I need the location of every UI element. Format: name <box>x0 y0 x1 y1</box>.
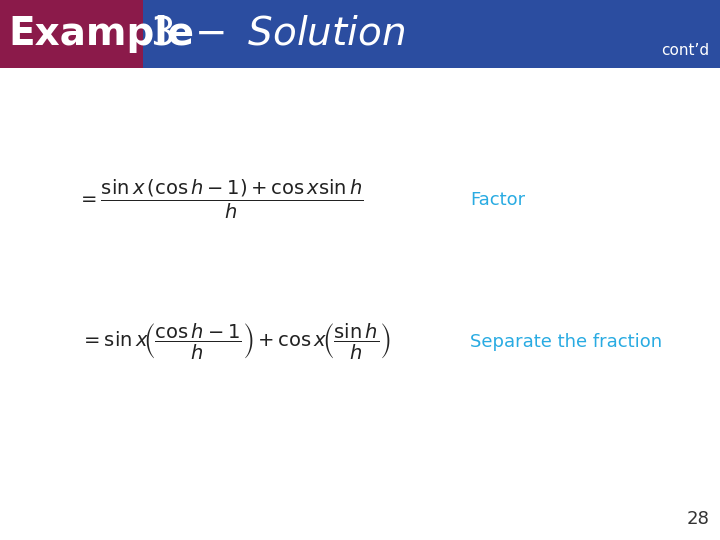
Text: cont’d: cont’d <box>661 43 709 58</box>
Text: $3\ -\ \mathit{Solution}$: $3\ -\ \mathit{Solution}$ <box>150 15 405 53</box>
Text: 28: 28 <box>687 510 710 528</box>
Text: $= \dfrac{\sin x\,(\cos h - 1) + \cos x\sin h}{h}$: $= \dfrac{\sin x\,(\cos h - 1) + \cos x\… <box>77 178 364 221</box>
Text: Factor: Factor <box>470 191 525 209</box>
Text: $= \sin x\!\left(\dfrac{\cos h - 1}{h}\right) + \cos x\!\left(\dfrac{\sin h}{h}\: $= \sin x\!\left(\dfrac{\cos h - 1}{h}\r… <box>79 321 390 362</box>
Text: Example: Example <box>9 15 194 53</box>
Text: Separate the fraction: Separate the fraction <box>470 333 662 350</box>
